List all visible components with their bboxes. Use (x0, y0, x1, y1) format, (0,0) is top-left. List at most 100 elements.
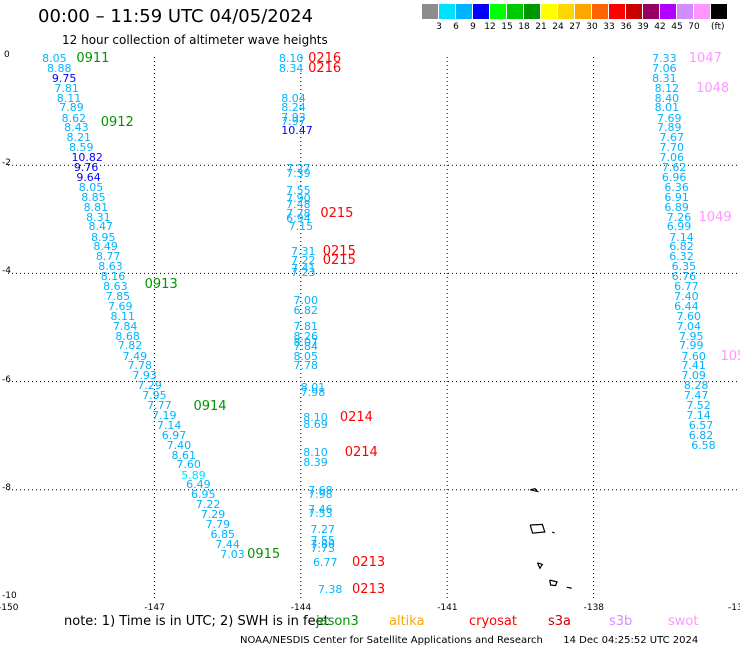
longitude-tick-label: -13 (728, 603, 740, 613)
swh-value-label: 7.22 (291, 254, 316, 268)
satellite-name: cryosat (469, 614, 517, 629)
swh-value-label: 7.77 (147, 398, 172, 412)
swh-value-label: 7.09 (681, 369, 706, 383)
swh-value-label: 8.63 (103, 279, 128, 293)
swh-value-label: 7.27 (310, 522, 336, 536)
swh-value-label: 9.75 (51, 71, 77, 85)
swh-value-label: 9.76 (73, 160, 99, 174)
legend-swatch (660, 4, 676, 19)
legend-swatch (711, 4, 727, 19)
legend-tick-label: 3 (436, 22, 442, 32)
swh-value-label: 6.94 (286, 211, 311, 225)
legend-tick-label: 30 (586, 22, 598, 32)
swh-value-label: 7.26 (666, 210, 692, 224)
swh-value-label: 7.95 (679, 329, 704, 343)
pass-time-label: 0213 (352, 581, 386, 597)
swh-value-label: 7.60 (676, 309, 702, 323)
legend-tick-label: 6 (453, 22, 459, 32)
legend-swatch (609, 4, 625, 19)
swh-value-label: 7.84 (293, 340, 318, 354)
swh-value-label: 8.05 (78, 180, 104, 194)
swh-value-label: 7.04 (676, 319, 702, 333)
legend-tick-label: 24 (552, 22, 564, 32)
pass-time-label: 0213 (352, 554, 386, 570)
legend-tick-label: 27 (569, 22, 581, 32)
swh-value-label: 7.55 (310, 533, 336, 547)
swh-value-label: 7.40 (674, 290, 699, 304)
swh-value-label: 7.89 (657, 121, 682, 135)
latitude-tick-label: 0 (4, 50, 10, 60)
swh-value-label: 7.38 (317, 582, 343, 596)
legend-swatch (422, 4, 438, 19)
swh-value-label: 8.16 (100, 270, 126, 284)
swh-value-label: 8.62 (61, 111, 87, 125)
swh-value-label: 8.07 (293, 336, 318, 350)
legend-unit: (ft) (711, 22, 725, 32)
swh-value-label: 7.78 (286, 206, 311, 220)
legend-swatch (694, 4, 710, 19)
swh-value-label: 6.32 (669, 250, 694, 264)
chart-subtitle: 12 hour collection of altimeter wave hei… (62, 33, 328, 47)
legend-tick-label: 15 (501, 22, 513, 32)
longitude-tick-label: -141 (437, 603, 458, 613)
pass-time-label: 1048 (696, 80, 730, 96)
pass-time-label: 0216 (308, 60, 342, 76)
satellite-name: altika (389, 614, 425, 629)
swh-value-label: 8.49 (93, 240, 118, 254)
legend-tick-label: 9 (470, 22, 476, 32)
swh-value-label: 7.69 (657, 111, 682, 125)
swh-value-label: 8.05 (42, 52, 67, 66)
pass-time-label: 0914 (193, 398, 227, 414)
swh-value-label: 10.82 (71, 151, 103, 165)
swh-value-label: 7.90 (286, 191, 311, 205)
island-outline (549, 579, 558, 587)
swh-value-label: 8.77 (95, 250, 121, 264)
swh-value-label: 8.11 (110, 309, 135, 323)
swh-value-label: 8.61 (171, 448, 196, 462)
legend-swatch (643, 4, 659, 19)
legend-swatch (592, 4, 608, 19)
swh-value-label: 8.31 (86, 210, 111, 224)
swh-value-label: 7.06 (652, 61, 677, 75)
swh-value-label: 8.10 (278, 52, 304, 66)
swh-value-label: 8.31 (652, 71, 677, 85)
island-outline (566, 586, 572, 589)
pass-time-label: 0912 (100, 114, 134, 130)
pass-time-label: 0215 (322, 253, 356, 269)
swh-value-label: 7.95 (142, 389, 167, 403)
swh-value-label: 6.96 (661, 171, 687, 185)
swh-value-label: 7.53 (308, 506, 333, 520)
swh-value-label: 7.78 (127, 359, 153, 373)
swh-value-label: 7.69 (108, 299, 133, 313)
satellite-name: s3a (548, 614, 572, 629)
swh-value-label: 6.49 (186, 478, 211, 492)
swh-value-label: 7.97 (281, 115, 306, 129)
pass-time-label: 1049 (698, 209, 732, 225)
legend-tick-label: 18 (518, 22, 530, 32)
pass-time-label: 105 (720, 348, 740, 364)
legend-swatch (490, 4, 506, 19)
swh-value-label: 8.01 (300, 381, 326, 394)
legend-swatch (541, 4, 557, 19)
longitude-tick-label: -138 (583, 603, 605, 613)
longitude-tick-label: -144 (290, 603, 312, 613)
swh-value-label: 7.41 (291, 261, 316, 275)
legend-tick-label: 39 (637, 22, 649, 32)
swh-value-label: 8.21 (66, 131, 92, 145)
swh-value-label: 6.82 (293, 304, 318, 318)
legend-tick-label: 33 (603, 22, 615, 32)
swh-value-label: 7.84 (112, 319, 138, 333)
legend-tick-label: 36 (620, 22, 632, 32)
swh-value-label: 7.44 (215, 537, 240, 551)
swh-value-label: 7.31 (291, 244, 316, 258)
pass-time-label: 0215 (320, 205, 354, 221)
swh-value-label: 7.70 (659, 141, 684, 155)
swh-value-label: 6.82 (688, 428, 714, 442)
swh-value-label: 5.89 (181, 468, 206, 482)
swh-value-label: 7.52 (686, 398, 711, 412)
legend-tick-label: 42 (654, 22, 666, 32)
legend-tick-label: 21 (535, 22, 547, 32)
swh-value-label: 7.79 (205, 517, 231, 531)
swh-value-label: 8.26 (293, 329, 318, 343)
